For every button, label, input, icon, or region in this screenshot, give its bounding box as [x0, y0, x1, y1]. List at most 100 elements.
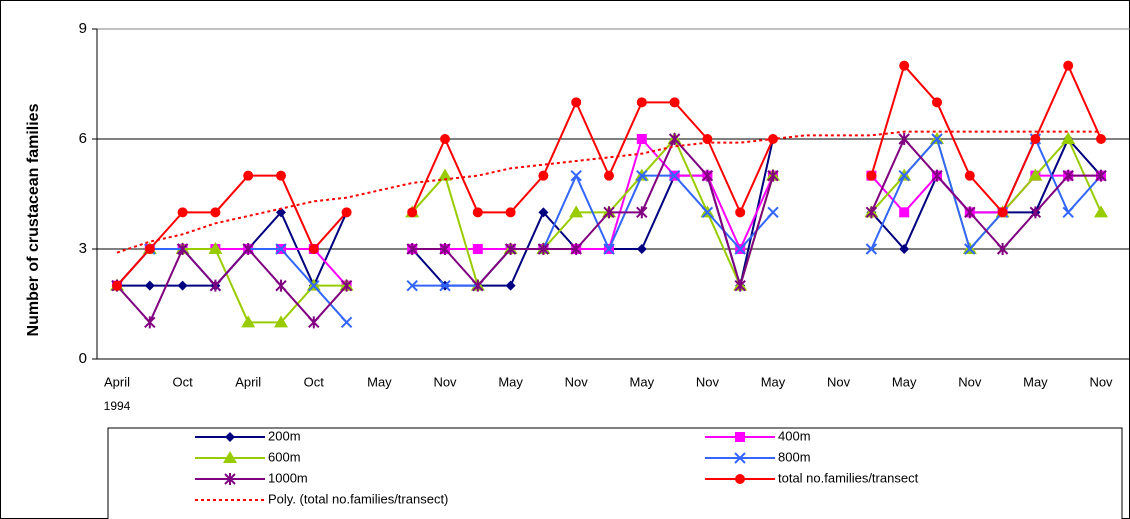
marker: [275, 243, 287, 255]
legend-label: 600m: [268, 449, 301, 464]
marker: [538, 170, 549, 181]
marker: [636, 206, 648, 219]
marker: [701, 206, 714, 219]
marker: [472, 207, 483, 218]
marker: [176, 243, 189, 255]
legend-label: 1000m: [268, 470, 308, 485]
marker: [668, 133, 681, 145]
marker: [242, 243, 254, 255]
marker: [406, 279, 418, 292]
marker: [538, 207, 549, 218]
marker: [243, 170, 254, 181]
y-tick-label: 6: [79, 130, 87, 147]
marker: [340, 316, 353, 329]
marker: [734, 452, 746, 464]
marker: [112, 280, 122, 291]
x-sublabel: 1994: [104, 399, 131, 413]
marker: [1095, 169, 1107, 182]
marker: [964, 170, 975, 181]
x-tick-label: Nov: [827, 374, 851, 389]
y-tick-label: 9: [79, 20, 87, 37]
marker: [996, 243, 1009, 255]
x-tick-label: April: [235, 374, 261, 389]
marker: [472, 244, 483, 254]
marker: [308, 316, 320, 329]
marker: [636, 244, 647, 254]
x-tick-label: Oct: [172, 374, 193, 389]
x-tick-label: Nov: [1089, 374, 1113, 389]
series-line: [116, 137, 1101, 325]
x-tick-label: Oct: [304, 374, 325, 389]
marker: [505, 280, 516, 291]
marker: [438, 168, 452, 181]
marker: [636, 169, 648, 182]
marker: [144, 316, 156, 329]
marker: [898, 133, 910, 145]
marker: [570, 169, 582, 182]
marker: [472, 279, 484, 292]
marker: [735, 207, 746, 218]
legend-label: total no.families/transect: [778, 470, 919, 485]
marker: [224, 473, 236, 485]
marker: [767, 206, 779, 219]
marker: [734, 243, 746, 255]
marker: [898, 169, 910, 182]
marker: [899, 60, 910, 71]
marker: [603, 243, 615, 255]
x-tick-label: May: [761, 374, 786, 389]
legend-label: Poly. (total no.families/transect): [268, 491, 448, 506]
marker: [275, 279, 287, 292]
y-axis-label: Number of crustacean families: [25, 103, 42, 336]
marker: [1096, 134, 1106, 144]
x-tick-label: Nov: [696, 374, 720, 389]
x-tick-label: May: [367, 374, 392, 389]
marker: [735, 474, 745, 484]
legend-label: 200m: [268, 428, 301, 443]
marker: [406, 243, 418, 255]
x-tick-label: May: [1023, 374, 1048, 389]
series-line: [116, 63, 1102, 287]
legend-label: 800m: [778, 449, 811, 464]
marker: [1062, 169, 1074, 182]
marker: [1061, 132, 1076, 144]
marker: [144, 244, 155, 254]
marker: [571, 97, 582, 108]
marker: [1094, 205, 1108, 218]
marker: [1062, 206, 1074, 219]
marker: [1028, 168, 1043, 181]
marker: [997, 207, 1008, 218]
marker: [504, 243, 517, 255]
marker: [964, 243, 976, 255]
marker: [505, 207, 516, 218]
x-tick-label: Nov: [958, 374, 982, 389]
marker: [1030, 134, 1041, 144]
x-tick-label: Nov: [433, 374, 457, 389]
marker: [899, 244, 910, 254]
marker: [636, 134, 647, 144]
marker: [177, 280, 188, 291]
marker: [440, 134, 450, 144]
marker: [668, 169, 681, 182]
x-tick-label: Nov: [565, 374, 589, 389]
marker: [931, 169, 943, 182]
marker: [865, 243, 878, 255]
marker: [439, 243, 451, 255]
y-tick-label: 0: [79, 350, 87, 367]
marker: [932, 97, 942, 108]
marker: [570, 243, 582, 255]
x-tick-label: April: [104, 374, 130, 389]
marker: [701, 169, 714, 182]
marker: [144, 280, 155, 291]
marker: [210, 207, 221, 218]
marker: [407, 207, 418, 218]
marker: [340, 279, 353, 292]
marker: [209, 279, 222, 292]
marker: [223, 451, 237, 463]
marker: [702, 134, 713, 144]
marker: [735, 432, 745, 442]
x-tick-label: May: [498, 374, 523, 389]
marker: [1063, 60, 1074, 71]
x-tick-label: May: [630, 374, 655, 389]
